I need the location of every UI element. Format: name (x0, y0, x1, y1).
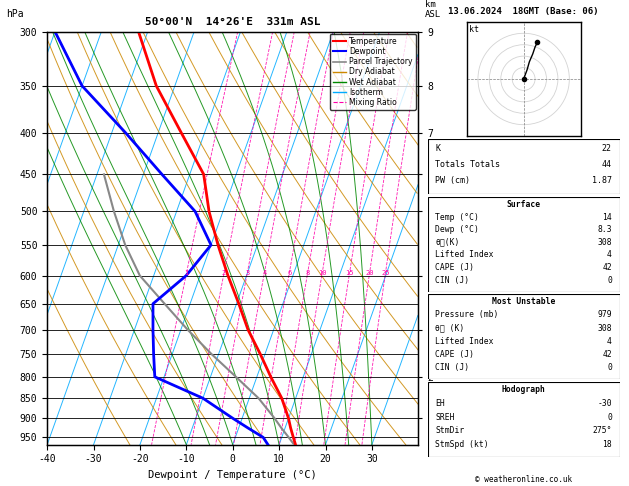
Text: -30: -30 (598, 399, 612, 408)
Text: 50°00'N  14°26'E  331m ASL: 50°00'N 14°26'E 331m ASL (145, 17, 321, 27)
FancyBboxPatch shape (428, 382, 620, 457)
Text: 275°: 275° (593, 426, 612, 435)
Text: Hodograph: Hodograph (502, 385, 545, 394)
Text: CAPE (J): CAPE (J) (435, 350, 474, 359)
Text: 308: 308 (598, 324, 612, 332)
Text: 979: 979 (598, 311, 612, 319)
Text: 2: 2 (222, 270, 226, 276)
Text: 14: 14 (602, 212, 612, 222)
Text: StmDir: StmDir (435, 426, 465, 435)
Text: 10: 10 (318, 270, 326, 276)
Text: θᴄ (K): θᴄ (K) (435, 324, 465, 332)
FancyBboxPatch shape (428, 197, 620, 292)
Text: CAPE (J): CAPE (J) (435, 263, 474, 272)
Text: hPa: hPa (6, 9, 24, 19)
Text: 308: 308 (598, 238, 612, 247)
Text: 13.06.2024  18GMT (Base: 06): 13.06.2024 18GMT (Base: 06) (448, 7, 599, 17)
Text: Dewp (°C): Dewp (°C) (435, 225, 479, 234)
Text: kt: kt (469, 25, 479, 35)
FancyBboxPatch shape (428, 294, 620, 379)
Text: Pressure (mb): Pressure (mb) (435, 311, 499, 319)
Text: 0: 0 (607, 363, 612, 372)
Text: Surface: Surface (506, 200, 541, 209)
Text: 6: 6 (287, 270, 291, 276)
Text: CIN (J): CIN (J) (435, 276, 469, 285)
Text: PW (cm): PW (cm) (435, 175, 470, 185)
Text: Temp (°C): Temp (°C) (435, 212, 479, 222)
Text: 22: 22 (602, 143, 612, 153)
Text: K: K (435, 143, 440, 153)
Text: 8: 8 (306, 270, 310, 276)
Text: 42: 42 (602, 350, 612, 359)
Text: 18: 18 (602, 440, 612, 449)
FancyBboxPatch shape (428, 139, 620, 194)
Text: 0: 0 (607, 276, 612, 285)
Text: 1.87: 1.87 (592, 175, 612, 185)
Text: 42: 42 (602, 263, 612, 272)
Text: Totals Totals: Totals Totals (435, 159, 501, 169)
Text: 4: 4 (607, 337, 612, 346)
Text: Lifted Index: Lifted Index (435, 337, 494, 346)
Text: Lifted Index: Lifted Index (435, 250, 494, 260)
Legend: Temperature, Dewpoint, Parcel Trajectory, Dry Adiabat, Wet Adiabat, Isotherm, Mi: Temperature, Dewpoint, Parcel Trajectory… (330, 34, 416, 110)
Text: EH: EH (435, 399, 445, 408)
Text: km
ASL: km ASL (425, 0, 441, 19)
Text: 4: 4 (262, 270, 267, 276)
Text: Most Unstable: Most Unstable (492, 297, 555, 306)
Text: 44: 44 (602, 159, 612, 169)
Text: © weatheronline.co.uk: © weatheronline.co.uk (475, 474, 572, 484)
X-axis label: Dewpoint / Temperature (°C): Dewpoint / Temperature (°C) (148, 470, 317, 480)
Text: 20: 20 (365, 270, 374, 276)
Text: 25: 25 (381, 270, 390, 276)
Text: 3: 3 (245, 270, 250, 276)
Text: CIN (J): CIN (J) (435, 363, 469, 372)
Text: 4: 4 (607, 250, 612, 260)
Text: 1: 1 (184, 270, 189, 276)
Text: StmSpd (kt): StmSpd (kt) (435, 440, 489, 449)
Text: 0: 0 (607, 413, 612, 422)
Text: 8.3: 8.3 (598, 225, 612, 234)
Text: 15: 15 (345, 270, 354, 276)
Text: θᴄ(K): θᴄ(K) (435, 238, 460, 247)
Text: SREH: SREH (435, 413, 455, 422)
